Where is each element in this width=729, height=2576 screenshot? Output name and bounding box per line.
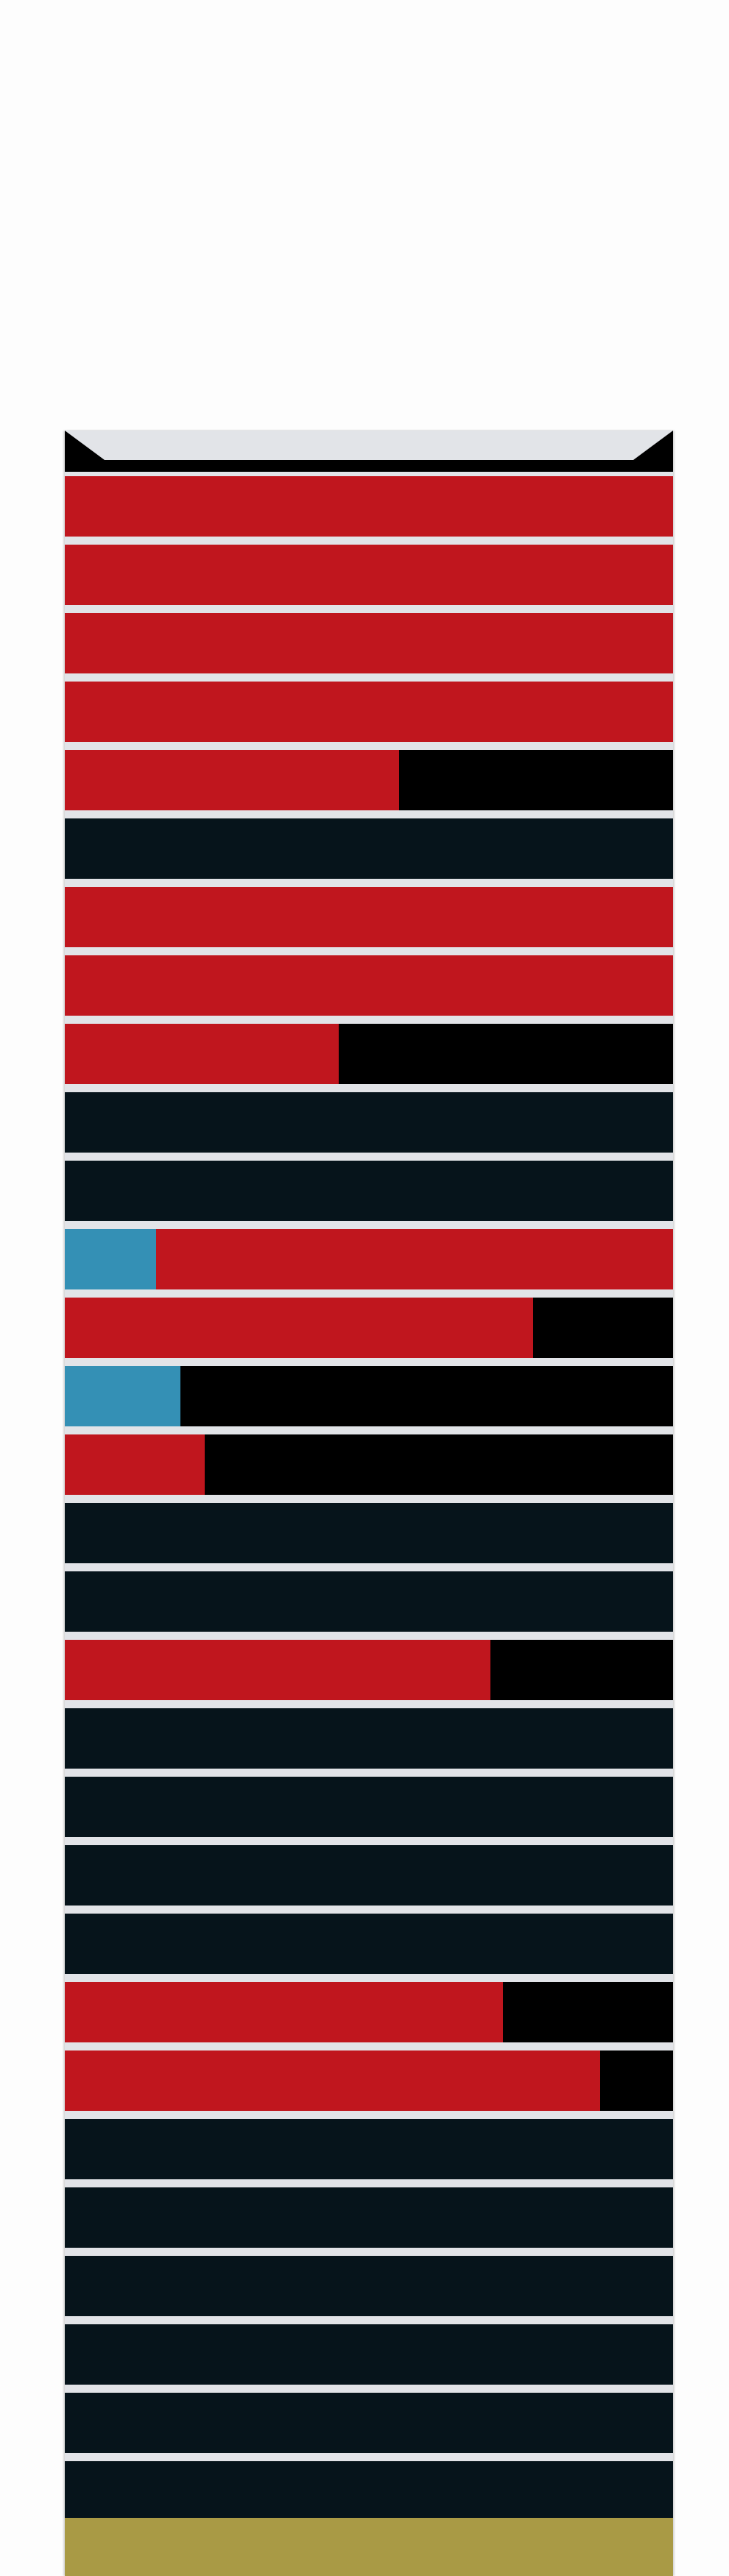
bar-segment-red (65, 2050, 600, 2111)
bar-segment-dark (65, 1161, 673, 1221)
bar-segment-red (156, 1229, 673, 1289)
bar-segment-blue (65, 1366, 180, 1426)
bar-segment-dark (65, 2393, 673, 2453)
bar-row-17 (65, 1571, 673, 1632)
bar-segment-dark (65, 1092, 673, 1153)
bar-segment-dark (65, 818, 673, 879)
footer-block (65, 2518, 673, 2576)
bar-segment-black (180, 1366, 673, 1426)
bar-segment-red (65, 887, 673, 947)
bar-segment-dark (65, 2119, 673, 2179)
bar-row-2 (65, 545, 673, 605)
bar-segment-red (65, 955, 673, 1016)
bar-segment-black (205, 1434, 673, 1495)
bar-segment-dark (65, 2324, 673, 2385)
bar-segment-black (490, 1640, 673, 1700)
bar-row-1 (65, 476, 673, 537)
bar-segment-dark (65, 1777, 673, 1837)
bar-segment-blue (65, 1229, 156, 1289)
bar-row-23 (65, 1982, 673, 2042)
bar-segment-red (65, 1982, 503, 2042)
bar-segment-dark (65, 1503, 673, 1563)
bar-column (65, 431, 673, 2576)
bar-segment-dark (65, 1845, 673, 1906)
bar-row-29 (65, 2393, 673, 2453)
bar-row-20 (65, 1777, 673, 1837)
bar-rows (65, 476, 673, 2530)
bar-segment-red (65, 750, 399, 810)
bar-segment-red (65, 1434, 205, 1495)
bar-segment-red (65, 1640, 490, 1700)
bar-segment-dark (65, 1571, 673, 1632)
bar-row-3 (65, 613, 673, 673)
bar-row-7 (65, 887, 673, 947)
bar-segment-black (600, 2050, 673, 2111)
bar-row-19 (65, 1708, 673, 1769)
bar-row-5 (65, 750, 673, 810)
bar-row-12 (65, 1229, 673, 1289)
bar-row-30 (65, 2461, 673, 2522)
bar-segment-red (65, 545, 673, 605)
bar-row-24 (65, 2050, 673, 2111)
bar-segment-red (65, 476, 673, 537)
bar-segment-black (399, 750, 673, 810)
bar-segment-dark (65, 1914, 673, 1974)
bar-segment-black (339, 1024, 673, 1084)
bar-row-28 (65, 2324, 673, 2385)
bar-segment-dark (65, 1708, 673, 1769)
bar-segment-dark (65, 2461, 673, 2522)
bar-segment-dark (65, 2256, 673, 2316)
bar-row-21 (65, 1845, 673, 1906)
column-cap (65, 431, 673, 472)
bar-row-26 (65, 2187, 673, 2248)
bar-row-22 (65, 1914, 673, 1974)
bar-row-4 (65, 682, 673, 742)
bar-segment-red (65, 682, 673, 742)
bar-segment-black (503, 1982, 673, 2042)
bar-row-10 (65, 1092, 673, 1153)
bar-segment-dark (65, 2187, 673, 2248)
bar-row-8 (65, 955, 673, 1016)
bar-segment-red (65, 1024, 339, 1084)
bar-row-13 (65, 1298, 673, 1358)
bar-row-9 (65, 1024, 673, 1084)
bar-row-16 (65, 1503, 673, 1563)
bar-row-6 (65, 818, 673, 879)
bar-row-25 (65, 2119, 673, 2179)
bar-row-11 (65, 1161, 673, 1221)
bar-segment-red (65, 1298, 533, 1358)
bar-row-27 (65, 2256, 673, 2316)
bar-row-14 (65, 1366, 673, 1426)
bar-row-15 (65, 1434, 673, 1495)
bar-segment-red (65, 613, 673, 673)
bar-row-18 (65, 1640, 673, 1700)
bar-segment-black (533, 1298, 673, 1358)
